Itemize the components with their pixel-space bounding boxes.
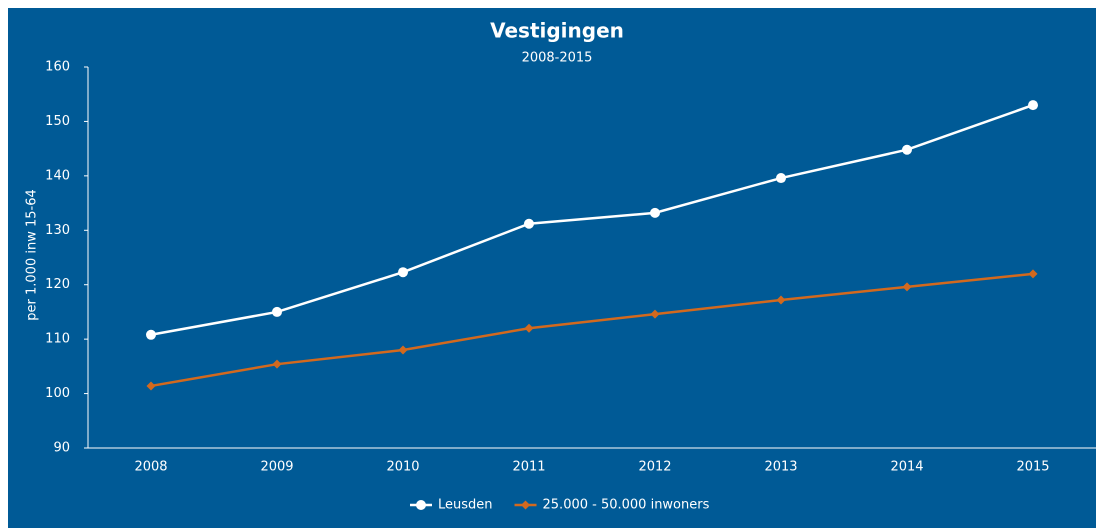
y-tick-label: 110 [45, 332, 70, 347]
data-point [524, 323, 534, 333]
data-point [524, 218, 534, 229]
x-tick-label: 2010 [386, 460, 419, 475]
x-tick-label: 2015 [1016, 460, 1049, 475]
data-point [146, 329, 156, 340]
data-point [776, 295, 786, 305]
y-tick-label: 140 [45, 168, 70, 183]
y-tick-label: 160 [45, 60, 70, 75]
data-point [902, 282, 912, 292]
data-point [776, 173, 786, 184]
data-point [650, 309, 660, 319]
x-tick-label: 2014 [890, 460, 923, 475]
data-point [398, 267, 408, 278]
x-tick-label: 2009 [260, 460, 293, 475]
series-line [150, 103, 1034, 337]
data-point [650, 207, 660, 218]
legend-label: 25.000 - 50.000 inwoners [543, 498, 710, 513]
chart-subtitle: 2008-2015 [522, 51, 593, 66]
legend-label: Leusden [438, 498, 493, 513]
data-point [272, 359, 282, 369]
y-tick-label: 130 [45, 223, 70, 238]
legend-marker [521, 500, 531, 510]
chart-title: Vestigingen [490, 19, 624, 43]
x-tick-label: 2012 [638, 460, 671, 475]
data-point [398, 345, 408, 355]
chart-background [8, 8, 1096, 528]
data-point [1028, 100, 1038, 111]
y-tick-label: 120 [45, 277, 70, 292]
data-point [902, 144, 912, 155]
x-tick-label: 2008 [134, 460, 167, 475]
y-tick-label: 150 [45, 114, 70, 129]
data-point [146, 381, 156, 391]
x-tick-label: 2011 [512, 460, 545, 475]
y-tick-label: 100 [45, 386, 70, 401]
legend-marker [416, 500, 426, 510]
y-axis-label: per 1.000 inw 15-64 [25, 189, 40, 320]
data-point [272, 306, 282, 317]
y-tick-label: 90 [53, 441, 70, 456]
x-tick-label: 2013 [764, 460, 797, 475]
series-line [150, 272, 1034, 388]
data-point [1028, 269, 1038, 279]
